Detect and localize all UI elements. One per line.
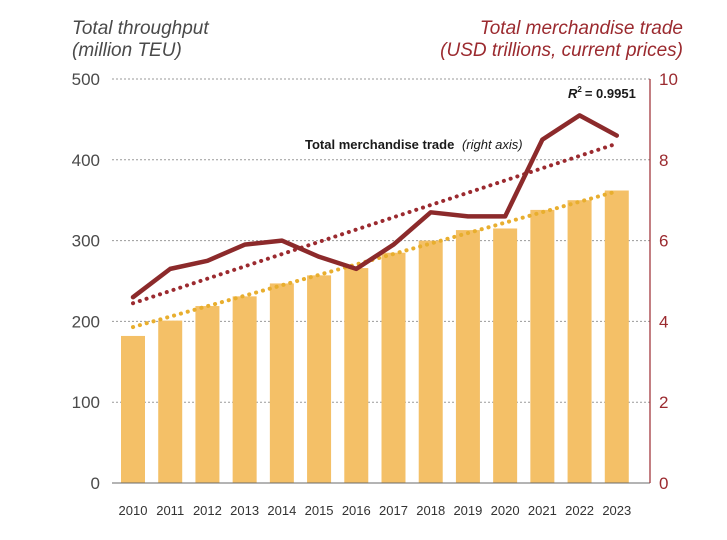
- x-tick-label: 2015: [305, 503, 334, 518]
- bar: [493, 228, 518, 483]
- y-left-tick-label: 100: [72, 393, 100, 412]
- left-axis-title-line-1: Total throughput: [72, 18, 209, 39]
- x-tick-label: 2010: [119, 503, 148, 518]
- x-tick-label: 2020: [491, 503, 520, 518]
- bar: [307, 275, 332, 483]
- y-left-tick-label: 0: [91, 474, 100, 493]
- x-tick-label: 2016: [342, 503, 371, 518]
- right-axis-title-line-2: (USD trillions, current prices): [440, 40, 683, 61]
- y-right-tick-label: 0: [659, 474, 668, 493]
- y-left-tick-label: 300: [72, 232, 100, 251]
- line-layer: [130, 113, 620, 300]
- bar: [158, 320, 183, 483]
- x-tick-label: 2023: [602, 503, 631, 518]
- bar: [232, 296, 257, 483]
- x-tick-label: 2014: [267, 503, 296, 518]
- bar: [381, 252, 406, 483]
- bar: [195, 306, 220, 483]
- bar: [455, 230, 480, 483]
- y-right-tick-label: 2: [659, 393, 668, 412]
- label-layer: Total merchandise trade (right axis) R2 =…: [305, 85, 636, 152]
- trade-line: [130, 113, 620, 300]
- r-squared-exponent: 2: [577, 85, 582, 94]
- bar: [344, 268, 369, 483]
- bar: [567, 200, 592, 483]
- bar: [121, 335, 145, 483]
- y-right-tick-label: 10: [659, 70, 678, 89]
- y-left-tick-label: 400: [72, 151, 100, 170]
- y-left-tick-label: 500: [72, 70, 100, 89]
- x-tick-label: 2021: [528, 503, 557, 518]
- x-tick-label: 2012: [193, 503, 222, 518]
- r-squared-symbol: R: [568, 86, 578, 101]
- r-squared-label: R2 = 0.9951: [568, 85, 636, 101]
- throughput-trendline: [131, 189, 619, 330]
- y-right-tick-label: 6: [659, 232, 668, 251]
- y-right-tick-label: 8: [659, 151, 668, 170]
- series-label: Total merchandise trade (right axis): [305, 137, 523, 152]
- trade-trendline: [131, 141, 619, 306]
- series-label-name: Total merchandise trade: [305, 137, 454, 152]
- bar: [530, 209, 555, 483]
- y-left-tick-label: 200: [72, 312, 100, 331]
- x-tick-label: 2022: [565, 503, 594, 518]
- left-axis-title: Total throughput (million TEU): [72, 18, 209, 62]
- x-tick-label: 2011: [156, 503, 184, 518]
- x-tick-label: 2017: [379, 503, 408, 518]
- right-axis-title: Total merchandise trade (USD trillions, …: [440, 18, 683, 62]
- series-label-suffix: (right axis): [462, 137, 523, 152]
- bar: [604, 190, 629, 483]
- r-squared-value: = 0.9951: [585, 86, 636, 101]
- bars-layer: [121, 190, 629, 483]
- trend-layer: [131, 141, 619, 330]
- bar: [269, 283, 294, 483]
- x-tick-label: 2019: [453, 503, 482, 518]
- bar: [418, 240, 443, 483]
- axis-layer: 0 100 200 300 400 500 0 2 4 6 8 10 2010 2011 2012 2013 2…: [72, 70, 678, 518]
- y-right-tick-label: 4: [659, 312, 668, 331]
- left-axis-title-line-2: (million TEU): [72, 40, 182, 61]
- x-tick-label: 2013: [230, 503, 259, 518]
- right-axis-title-line-1: Total merchandise trade: [479, 18, 683, 39]
- x-tick-label: 2018: [416, 503, 445, 518]
